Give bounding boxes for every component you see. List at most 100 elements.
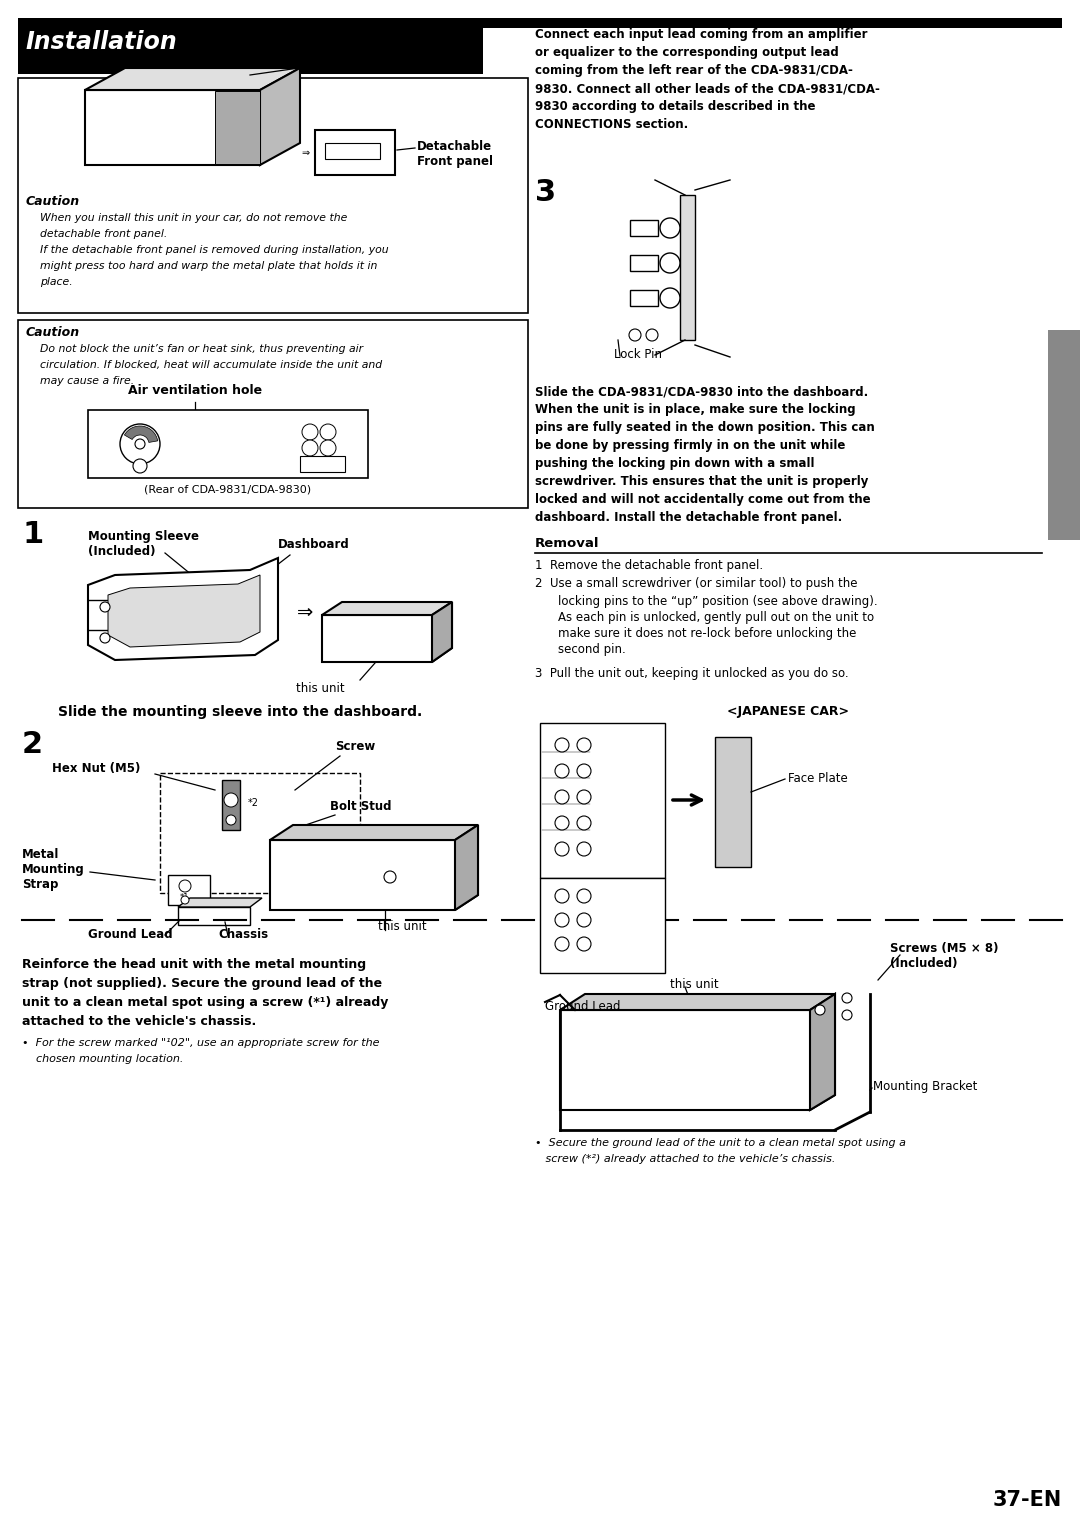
Text: Installation: Installation: [26, 30, 178, 53]
Circle shape: [179, 880, 191, 892]
Circle shape: [577, 937, 591, 950]
Polygon shape: [561, 995, 835, 1110]
Text: Do not block the unit’s fan or heat sink, thus preventing air: Do not block the unit’s fan or heat sink…: [40, 344, 363, 353]
Text: Ground Lead: Ground Lead: [545, 1001, 621, 1013]
Text: pushing the locking pin down with a small: pushing the locking pin down with a smal…: [535, 457, 814, 471]
Text: Air ventilation hole: Air ventilation hole: [127, 384, 262, 398]
Circle shape: [555, 816, 569, 830]
Text: Caution: Caution: [26, 326, 80, 340]
Text: CONNECTIONS section.: CONNECTIONS section.: [535, 117, 688, 131]
Text: When the unit is in place, make sure the locking: When the unit is in place, make sure the…: [535, 404, 855, 416]
Text: second pin.: second pin.: [558, 643, 625, 656]
Circle shape: [577, 816, 591, 830]
Circle shape: [181, 896, 189, 905]
Polygon shape: [630, 219, 658, 236]
Text: unit to a clean metal spot using a screw (*¹) already: unit to a clean metal spot using a screw…: [22, 996, 389, 1010]
Text: detachable front panel.: detachable front panel.: [40, 228, 167, 239]
Text: Lock Pin: Lock Pin: [615, 347, 662, 361]
Text: be done by pressing firmly in on the unit while: be done by pressing firmly in on the uni…: [535, 439, 846, 452]
Wedge shape: [124, 426, 158, 443]
Text: screwdriver. This ensures that the unit is properly: screwdriver. This ensures that the unit …: [535, 475, 868, 487]
Circle shape: [555, 937, 569, 950]
Polygon shape: [87, 557, 278, 659]
Circle shape: [320, 440, 336, 455]
Text: 9830 according to details described in the: 9830 according to details described in t…: [535, 101, 815, 113]
Text: attached to the vehicle's chassis.: attached to the vehicle's chassis.: [22, 1014, 256, 1028]
Text: place.: place.: [40, 277, 72, 286]
Circle shape: [224, 793, 238, 807]
Text: locked and will not accidentally come out from the: locked and will not accidentally come ou…: [535, 493, 870, 506]
Polygon shape: [222, 780, 240, 830]
Circle shape: [660, 253, 680, 273]
Text: *2: *2: [248, 798, 259, 809]
Text: Dashboard: Dashboard: [278, 538, 350, 551]
Text: 2  Use a small screwdriver (or similar tool) to push the: 2 Use a small screwdriver (or similar to…: [535, 577, 858, 589]
Circle shape: [555, 842, 569, 856]
Polygon shape: [85, 69, 300, 90]
Polygon shape: [315, 129, 395, 175]
Text: Metal plate: Metal plate: [322, 52, 397, 64]
Text: Removal: Removal: [535, 538, 599, 550]
Text: Metal
Mounting
Strap: Metal Mounting Strap: [22, 848, 84, 891]
Bar: [18, 18, 1062, 24]
Text: 37-EN: 37-EN: [993, 1489, 1062, 1509]
Circle shape: [660, 218, 680, 238]
Circle shape: [384, 871, 396, 883]
Polygon shape: [322, 602, 453, 663]
Polygon shape: [178, 908, 249, 924]
Text: ⇒: ⇒: [297, 603, 313, 621]
Circle shape: [577, 912, 591, 928]
Circle shape: [320, 423, 336, 440]
Circle shape: [815, 1005, 825, 1014]
Bar: [540, 877, 665, 973]
Text: Connect each input lead coming from an amplifier: Connect each input lead coming from an a…: [535, 27, 867, 41]
Circle shape: [842, 1010, 852, 1020]
Polygon shape: [432, 602, 453, 663]
Text: Ground Lead: Ground Lead: [87, 928, 173, 941]
Text: Chassis: Chassis: [218, 928, 268, 941]
Text: this unit: this unit: [670, 978, 718, 991]
Text: coming from the left rear of the CDA-9831/CDA-: coming from the left rear of the CDA-983…: [535, 64, 853, 78]
Bar: [1048, 330, 1080, 541]
Text: Hex Nut (M5): Hex Nut (M5): [52, 762, 140, 775]
Polygon shape: [270, 825, 478, 911]
Text: this unit: this unit: [296, 682, 345, 694]
Text: might press too hard and warp the metal plate that holds it in: might press too hard and warp the metal …: [40, 260, 377, 271]
Text: 9830. Connect all other leads of the CDA-9831/CDA-: 9830. Connect all other leads of the CDA…: [535, 82, 880, 94]
Circle shape: [135, 439, 145, 449]
Text: make sure it does not re-lock before unlocking the: make sure it does not re-lock before unl…: [558, 627, 856, 640]
Polygon shape: [270, 825, 478, 841]
Bar: [18, 24, 1062, 27]
Text: pins are fully seated in the down position. This can: pins are fully seated in the down positi…: [535, 420, 875, 434]
Polygon shape: [680, 195, 696, 340]
Text: When you install this unit in your car, do not remove the: When you install this unit in your car, …: [40, 213, 348, 222]
Text: If the detachable front panel is removed during installation, you: If the detachable front panel is removed…: [40, 245, 389, 254]
Circle shape: [577, 739, 591, 752]
Text: or equalizer to the corresponding output lead: or equalizer to the corresponding output…: [535, 46, 839, 59]
Text: chosen mounting location.: chosen mounting location.: [22, 1054, 184, 1065]
Bar: [18, 27, 483, 70]
Polygon shape: [322, 602, 453, 615]
Bar: [540, 723, 665, 877]
Bar: [715, 737, 751, 867]
Bar: [87, 410, 368, 478]
Text: <JAPANESE CAR>: <JAPANESE CAR>: [727, 705, 849, 717]
Polygon shape: [168, 876, 210, 905]
Text: •  For the screw marked "¹02", use an appropriate screw for the: • For the screw marked "¹02", use an app…: [22, 1039, 379, 1048]
Text: screw (*²) already attached to the vehicle’s chassis.: screw (*²) already attached to the vehic…: [535, 1154, 835, 1164]
Text: strap (not supplied). Secure the ground lead of the: strap (not supplied). Secure the ground …: [22, 976, 382, 990]
Bar: [18, 320, 528, 509]
Text: 3  Pull the unit out, keeping it unlocked as you do so.: 3 Pull the unit out, keeping it unlocked…: [535, 667, 849, 679]
Text: As each pin is unlocked, gently pull out on the unit to: As each pin is unlocked, gently pull out…: [558, 611, 874, 624]
Circle shape: [660, 288, 680, 308]
Text: 2: 2: [22, 730, 43, 758]
Bar: [160, 774, 360, 892]
Text: may cause a fire.: may cause a fire.: [40, 376, 134, 385]
Text: Slide the mounting sleeve into the dashboard.: Slide the mounting sleeve into the dashb…: [58, 705, 422, 719]
Text: this unit: this unit: [378, 920, 427, 934]
Circle shape: [646, 329, 658, 341]
Circle shape: [100, 602, 110, 612]
Polygon shape: [85, 90, 260, 164]
Text: ⇒: ⇒: [301, 148, 309, 158]
Text: 3: 3: [535, 178, 556, 207]
